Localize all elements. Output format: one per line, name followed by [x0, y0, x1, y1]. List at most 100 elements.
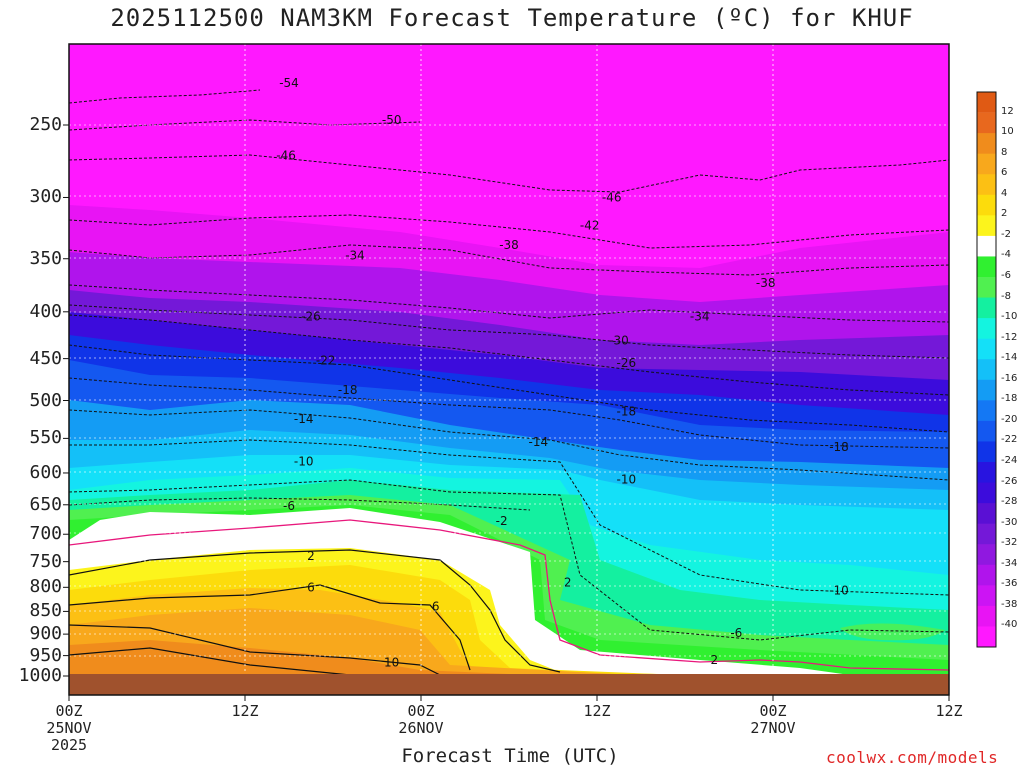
colorbar-label: -22 — [1001, 434, 1018, 446]
contour-label: -10 — [617, 473, 637, 487]
contour-label: 6 — [307, 580, 315, 594]
colorbar-swatch — [977, 564, 996, 586]
colorbar-label: -36 — [1001, 578, 1018, 590]
colorbar-label: -26 — [1001, 475, 1018, 487]
contour-label: -22 — [316, 353, 336, 367]
colorbar-label: -8 — [1001, 290, 1011, 302]
y-tick-label: 900 — [29, 623, 62, 645]
y-tick-label: 750 — [29, 550, 62, 572]
x-axis-title: Forecast Time (UTC) — [401, 745, 619, 767]
y-tick-label: 800 — [29, 576, 62, 598]
colorbar-swatch — [977, 318, 996, 340]
isotherm-minus-50 — [69, 119, 421, 131]
colorbar-label: -14 — [1001, 352, 1018, 364]
colorbar-swatch — [977, 153, 996, 175]
x-tick-label-line: 25NOV — [46, 719, 92, 737]
vertical-grid — [244, 44, 774, 675]
colorbar — [976, 91, 997, 648]
contour-label: -14 — [529, 435, 549, 449]
contour-label: -10 — [294, 455, 314, 469]
colorbar-label: 2 — [1001, 208, 1008, 220]
colorbar-label: -10 — [1001, 311, 1018, 323]
contour-label: -26 — [617, 356, 637, 370]
temperature-field: -54-50-46-46-42-38-38-34-34-30-26-26-22-… — [69, 44, 949, 695]
colorbar-label: 6 — [1001, 167, 1008, 179]
contour-label: -18 — [829, 440, 849, 454]
colorbar-swatch — [977, 544, 996, 566]
x-tick-label-line: 12Z — [583, 702, 611, 720]
plot-frame — [68, 43, 950, 696]
colorbar-label: -2 — [1001, 228, 1011, 240]
contour-label: -14 — [294, 412, 314, 426]
ground-layer — [69, 674, 949, 695]
isotherm-plus-10 — [69, 624, 461, 686]
colorbar-swatch — [977, 338, 996, 360]
colorbar-label: -20 — [1001, 413, 1018, 425]
colorbar-swatch — [977, 585, 996, 607]
chart-title: 2025112500 NAM3KM Forecast Temperature (… — [110, 4, 914, 32]
colorbar-swatch — [977, 133, 996, 155]
colorbar-swatch — [977, 297, 996, 319]
contour-label: -6 — [730, 626, 742, 640]
colorbar-swatch — [977, 359, 996, 381]
colorbar-swatch — [977, 112, 996, 134]
isotherm-minus-42 — [69, 214, 949, 249]
contour-label: -18 — [338, 383, 358, 397]
y-tick-label: 550 — [29, 427, 62, 449]
x-tick-label: 00Z 25NOV 2025 — [29, 703, 109, 754]
colorbar-label: -40 — [1001, 619, 1018, 631]
x-tick-label: 12Z — [557, 703, 637, 720]
colorbar-swatch — [977, 92, 996, 113]
contour-label: -38 — [499, 238, 519, 252]
isotherm-minus-54 — [69, 89, 261, 104]
isotherm-minus-6 — [69, 479, 949, 641]
x-ticks — [68, 695, 950, 701]
x-tick-label-line: 27NOV — [750, 719, 796, 737]
colorbar-label: 4 — [1001, 187, 1008, 199]
x-tick-label: 00Z 27NOV — [733, 703, 813, 737]
colorbar-label: 12 — [1001, 105, 1014, 117]
contour-labels: -54-50-46-46-42-38-38-34-34-30-26-26-22-… — [276, 76, 849, 670]
y-tick-label: 450 — [29, 347, 62, 369]
colorbar-swatch — [977, 235, 996, 257]
y-ticks — [63, 124, 69, 677]
colorbar-label: -16 — [1001, 372, 1018, 384]
contour-label: 2 — [564, 575, 572, 589]
contour-label: -46 — [602, 190, 622, 204]
x-tick-label-line: 12Z — [231, 702, 259, 720]
contour-label: -38 — [756, 276, 776, 290]
y-tick-label: 650 — [29, 493, 62, 515]
colorbar-swatch — [977, 503, 996, 525]
isotherm-minus-2 — [69, 497, 531, 511]
contour-label: -54 — [279, 76, 299, 90]
colorbar-label: 8 — [1001, 146, 1008, 158]
contour-label: 2 — [711, 653, 719, 667]
colorbar-label: -30 — [1001, 516, 1018, 528]
colorbar-label: -6 — [1001, 270, 1011, 281]
colorbar-label: -38 — [1001, 598, 1018, 610]
contour-label: -34 — [345, 248, 365, 262]
freezing-line — [69, 519, 949, 671]
y-tick-label: 950 — [29, 644, 62, 666]
contour-label: 6 — [432, 600, 440, 614]
colorbar-swatch — [977, 482, 996, 504]
isotherm-minus-14 — [69, 409, 949, 481]
colorbar-swatch — [977, 277, 996, 299]
colorbar-label: -12 — [1001, 331, 1018, 343]
credit-link[interactable]: coolwx.com/models — [826, 748, 999, 767]
colorbar-swatch — [977, 441, 996, 463]
colorbar-label: -28 — [1001, 496, 1018, 508]
colorbar-frame — [976, 91, 997, 648]
x-tick-label-line: 00Z — [55, 702, 83, 720]
y-tick-label: 300 — [29, 186, 62, 208]
colorbar-label: -18 — [1001, 393, 1018, 405]
y-tick-label: 400 — [29, 300, 62, 322]
colorbar-label: -34 — [1001, 557, 1018, 569]
contour-label: -18 — [617, 404, 637, 418]
x-tick-label-line: 26NOV — [398, 719, 444, 737]
colorbar-swatch — [977, 462, 996, 484]
freezing-line-upper — [69, 519, 949, 671]
x-tick-label-line: 12Z — [935, 702, 963, 720]
contour-label: -50 — [382, 113, 402, 127]
